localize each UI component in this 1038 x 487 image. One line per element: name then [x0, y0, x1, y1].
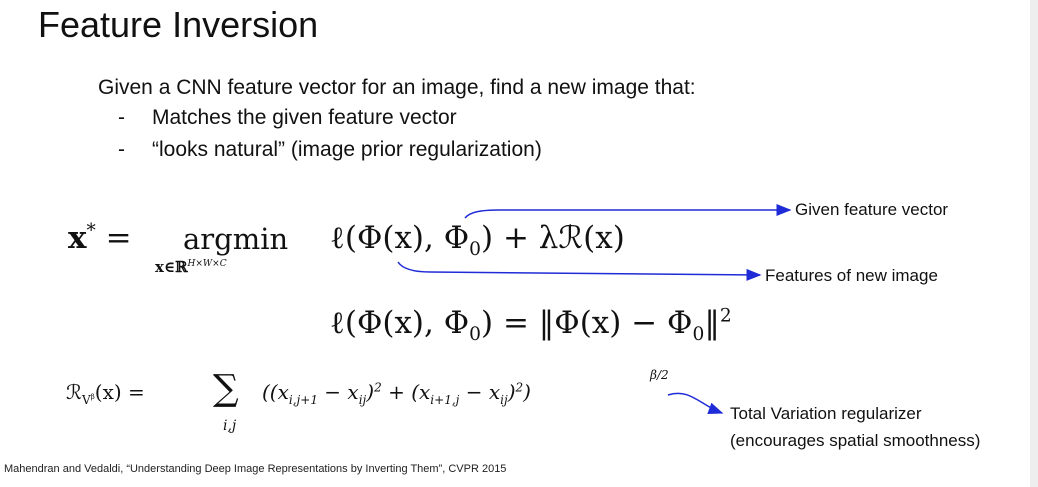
bullet-dash: - — [118, 138, 125, 161]
eq3-c: ) — [366, 380, 375, 404]
eq2-mid-sub: 0 — [692, 324, 705, 346]
bullet-item: - Matches the given feature vector — [118, 106, 457, 130]
eq1-lhs-sup: * — [86, 220, 96, 242]
eq3-body: ((xi,j+1 − xij)2 + (xi+1,j − xij)2) — [262, 380, 531, 407]
intro-text: Given a CNN feature vector for an image,… — [98, 76, 696, 99]
eq3-g: ) — [523, 380, 531, 404]
arrow-total-variation — [667, 392, 724, 415]
eq1-argmin-subscript: x∈ℝH×W×C — [155, 258, 227, 276]
equation-tv: ℛVβ(x) = — [66, 380, 145, 407]
eq2-right: ‖ — [704, 305, 720, 341]
eq3-f-sup: 2 — [515, 380, 524, 395]
eq3-b: − x — [317, 380, 359, 404]
arrow-features-new-image — [397, 261, 762, 281]
eq3-f: ) — [507, 380, 516, 404]
citation: Mahendran and Vedaldi, “Understanding De… — [4, 463, 507, 475]
eq1-loss-b: ) + λℛ(x) — [481, 220, 625, 256]
equation-objective: x* = — [68, 220, 132, 256]
eq3-r-arg: (x) = — [94, 380, 145, 404]
eq1-argmin-sub-text: x∈ℝ — [155, 258, 188, 276]
bullet-item: - “looks natural” (image prior regulariza… — [118, 138, 542, 162]
eq1-loss: ℓ(Φ(x), Φ0) + λℛ(x) — [330, 220, 625, 260]
annotation-features-new-image: Features of new image — [765, 266, 938, 285]
annotation-spatial-smoothness: (encourages spatial smoothness) — [730, 431, 981, 450]
eq3-d-sub: i+1,j — [430, 393, 460, 407]
eq3-b-sub: ij — [358, 393, 367, 407]
annotation-total-variation: Total Variation regularizer — [730, 404, 922, 423]
equation-loss: ℓ(Φ(x), Φ0) = ‖Φ(x) − Φ0‖2 — [330, 305, 732, 345]
eq3-r: ℛ — [66, 380, 82, 404]
eq2-left-sub: 0 — [469, 324, 481, 346]
eq3-exponent: β/2 — [650, 368, 669, 382]
slide-title: Feature Inversion — [38, 4, 319, 45]
eq3-sum-sub: i,j — [223, 418, 237, 434]
eq1-lhs: x — [68, 220, 87, 256]
eq2-left: ℓ(Φ(x), Φ — [330, 305, 470, 341]
right-scroll-strip — [1030, 0, 1038, 487]
eq2-right-sup: 2 — [719, 305, 732, 327]
eq1-loss-sub: 0 — [469, 239, 481, 261]
bullet-text: Matches the given feature vector — [152, 106, 457, 129]
eq1-loss-a: ℓ(Φ(x), Φ — [330, 220, 470, 256]
annotation-given-feature-vector: Given feature vector — [795, 200, 949, 219]
bullet-text: “looks natural” (image prior regularizat… — [152, 138, 542, 161]
eq2-mid: ) = ‖Φ(x) − Φ — [481, 305, 693, 341]
eq3-d: + (x — [381, 380, 431, 404]
eq3-r-sub-sup: β — [90, 392, 95, 401]
eq1-equals: = — [105, 220, 132, 256]
eq1-argmin-sub-sup: H×W×C — [187, 259, 227, 269]
bullet-dash: - — [118, 106, 125, 129]
eq3-a: ((x — [262, 380, 289, 404]
eq3-a-sub: i,j+1 — [288, 393, 318, 407]
eq3-e: − x — [459, 380, 501, 404]
eq3-c-sup: 2 — [374, 380, 382, 395]
eq1-argmin: argmin — [183, 222, 289, 256]
eq3-e-sub: ij — [500, 393, 508, 407]
eq3-sum: ∑ — [213, 368, 239, 409]
arrow-given-feature-vector — [464, 204, 792, 219]
eq3-r-sub: V — [81, 393, 91, 407]
